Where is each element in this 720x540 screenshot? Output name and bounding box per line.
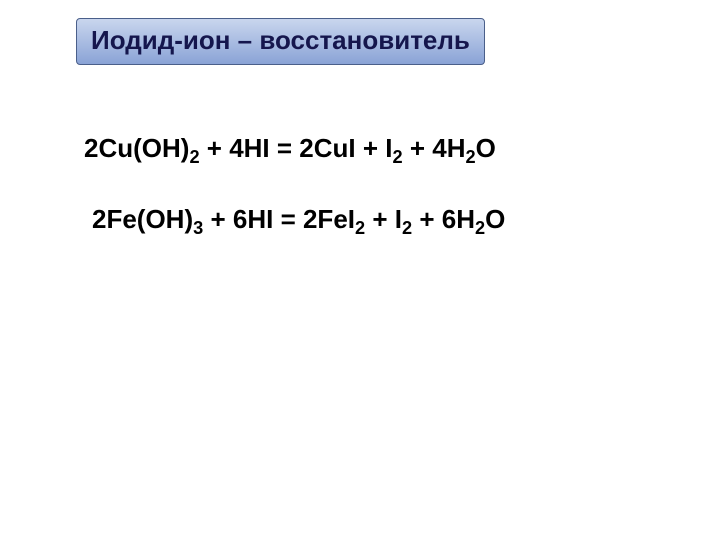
subscript: 2 [189,147,199,167]
subscript: 2 [465,147,475,167]
subscript: 2 [402,218,412,238]
subscript: 2 [475,218,485,238]
equation-1: 2Cu(OH)2 + 4HI = 2CuI + I2 + 4H2O [84,133,496,164]
subscript: 2 [355,218,365,238]
equation-2: 2Fe(OH)3 + 6HI = 2FeI2 + I2 + 6H2O [92,204,505,235]
title-text: Иодид-ион – восстановитель [91,25,470,55]
slide-canvas: Иодид-ион – восстановитель 2Cu(OH)2 + 4H… [0,0,720,540]
title-box: Иодид-ион – восстановитель [76,18,485,65]
subscript: 3 [193,218,203,238]
subscript: 2 [392,147,402,167]
